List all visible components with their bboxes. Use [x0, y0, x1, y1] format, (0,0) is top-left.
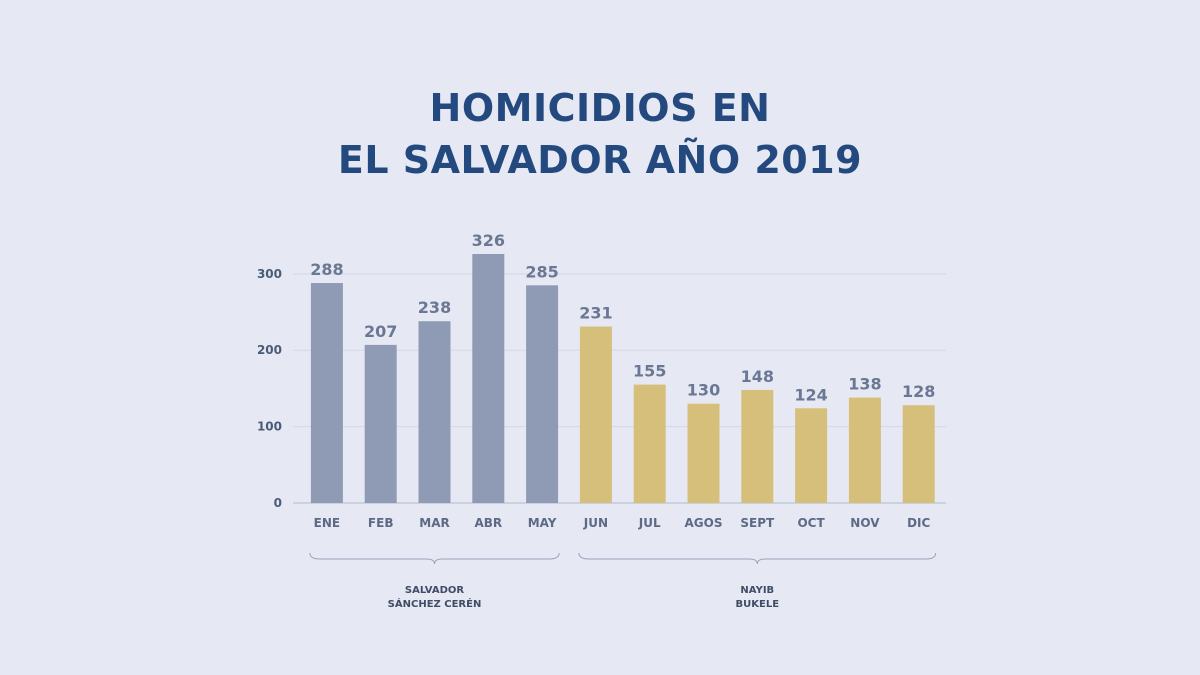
- category-label: FEB: [368, 516, 394, 530]
- group-label: SALVADOR: [405, 585, 465, 596]
- y-tick-label: 100: [257, 420, 282, 434]
- value-label: 285: [525, 262, 558, 281]
- category-label: JUL: [638, 516, 661, 530]
- group-brace: [309, 552, 560, 565]
- bar: [795, 408, 828, 503]
- category-label: MAY: [528, 516, 557, 530]
- value-label: 155: [633, 362, 666, 381]
- bar: [526, 285, 559, 503]
- category-label: NOV: [850, 516, 880, 530]
- category-label: ENE: [314, 516, 340, 530]
- value-label: 130: [687, 381, 720, 400]
- bar: [687, 403, 720, 503]
- bar: [848, 397, 881, 503]
- group-label: BUKELE: [736, 599, 780, 610]
- category-label: ABR: [474, 516, 502, 530]
- title-line-1: HOMICIDIOS EN: [429, 86, 771, 130]
- chart-title: HOMICIDIOS EN EL SALVADOR AÑO 2019: [0, 82, 1200, 186]
- value-label: 288: [310, 260, 343, 279]
- bar: [310, 283, 343, 503]
- category-label: JUN: [583, 516, 608, 530]
- category-label: MAR: [419, 516, 449, 530]
- bar: [418, 321, 451, 503]
- group-label: SÁNCHEZ CERÉN: [388, 597, 482, 610]
- value-label: 326: [472, 231, 505, 250]
- category-label: OCT: [797, 516, 825, 530]
- bar: [364, 344, 397, 503]
- category-label: AGOS: [685, 516, 723, 530]
- value-label: 238: [418, 298, 451, 317]
- bar: [741, 389, 774, 503]
- value-label: 124: [794, 385, 827, 404]
- value-label: 138: [848, 375, 881, 394]
- group-label: NAYIB: [740, 585, 774, 596]
- value-label: 231: [579, 304, 612, 323]
- bar: [902, 405, 935, 503]
- bar: [579, 326, 612, 503]
- y-tick-label: 200: [257, 343, 282, 357]
- bar: [633, 384, 666, 503]
- value-label: 148: [741, 367, 774, 386]
- bar: [472, 254, 505, 503]
- title-line-2: EL SALVADOR AÑO 2019: [337, 138, 863, 182]
- y-tick-label: 0: [274, 496, 282, 510]
- group-brace: [578, 552, 937, 565]
- y-tick-label: 300: [257, 267, 282, 281]
- category-label: DIC: [907, 516, 930, 530]
- value-label: 207: [364, 322, 397, 341]
- value-label: 128: [902, 382, 935, 401]
- category-label: SEPT: [740, 516, 775, 530]
